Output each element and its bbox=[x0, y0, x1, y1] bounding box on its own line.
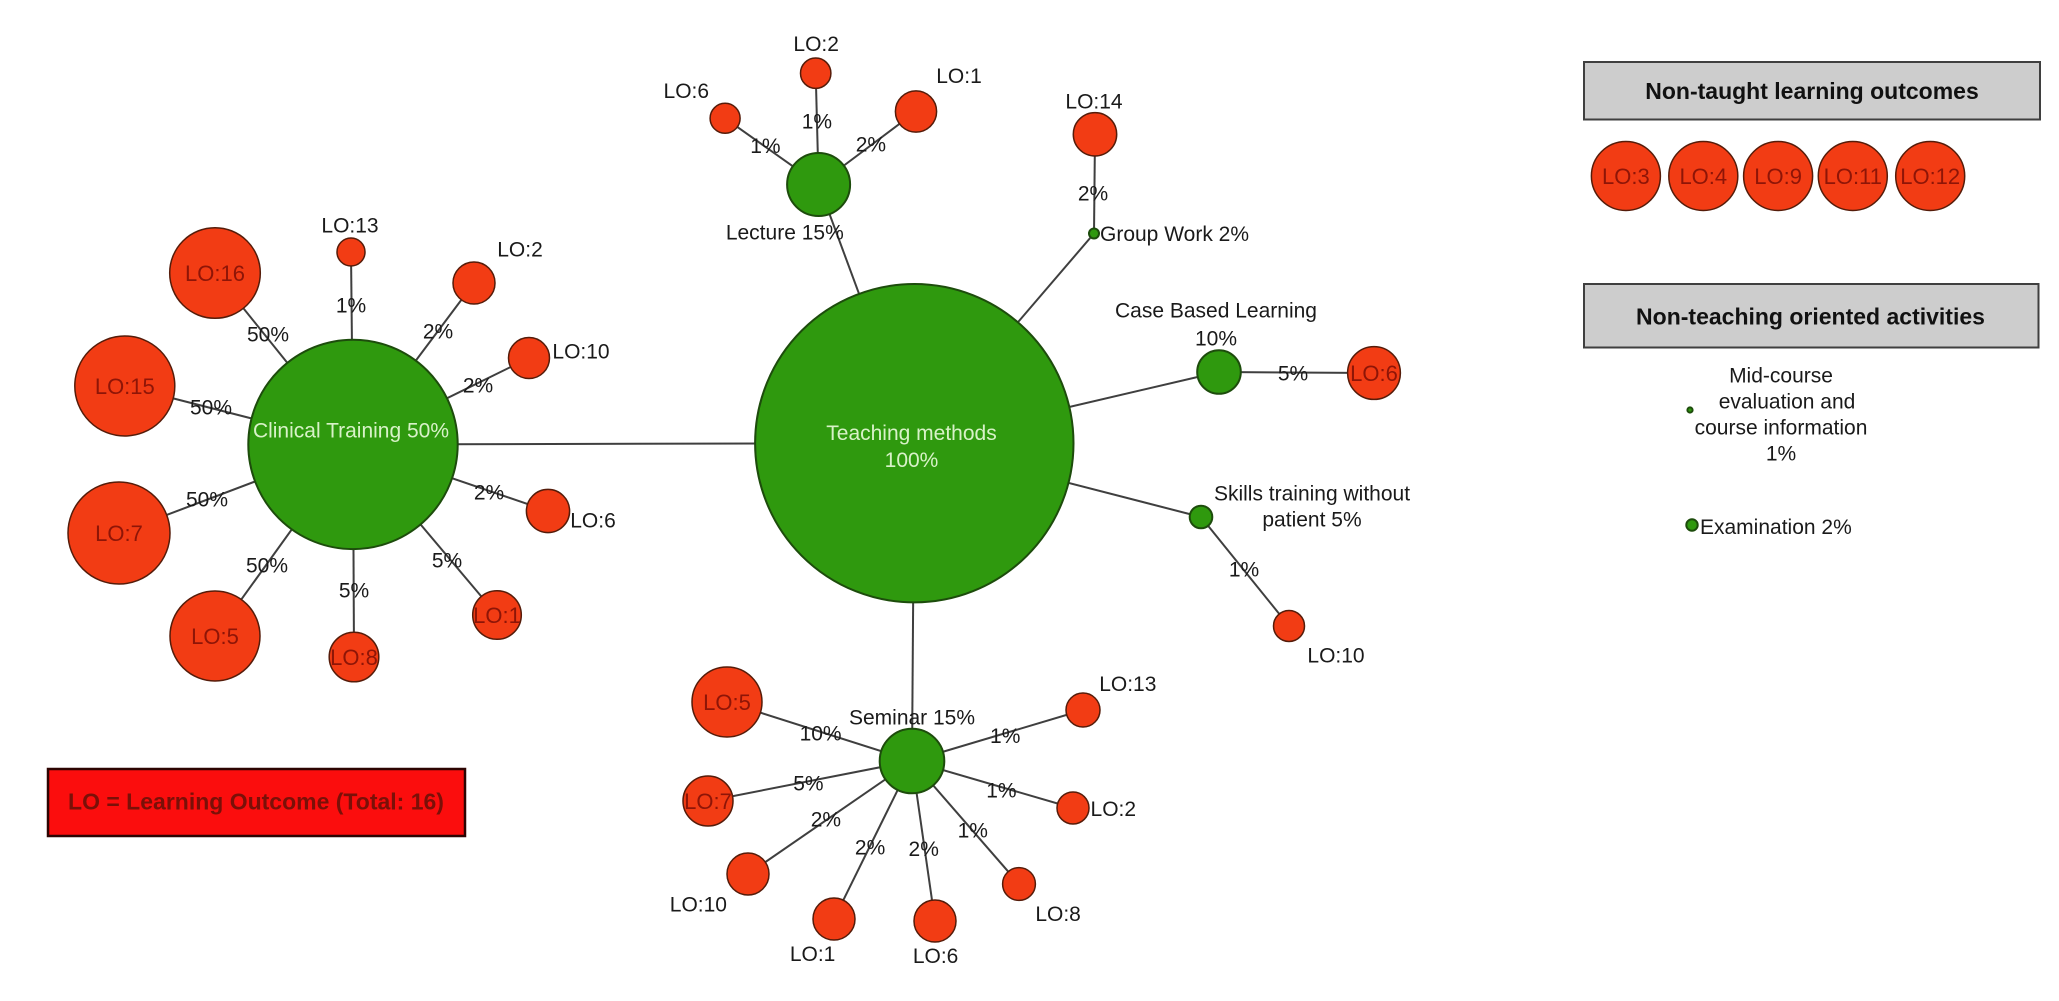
svg-text:50%: 50% bbox=[190, 397, 232, 420]
svg-text:2%: 2% bbox=[856, 133, 886, 156]
svg-text:Clinical Training 50%: Clinical Training 50% bbox=[253, 420, 449, 443]
svg-text:LO:12: LO:12 bbox=[1900, 164, 1960, 189]
svg-text:LO:5: LO:5 bbox=[191, 624, 239, 649]
svg-text:LO:14: LO:14 bbox=[1065, 90, 1123, 113]
svg-text:Mid-course: Mid-course bbox=[1729, 365, 1833, 388]
svg-text:Skills training without: Skills training without bbox=[1214, 483, 1410, 506]
svg-text:evaluation and: evaluation and bbox=[1719, 391, 1856, 414]
svg-text:2%: 2% bbox=[474, 482, 504, 505]
svg-text:2%: 2% bbox=[423, 321, 453, 344]
svg-text:LO:8: LO:8 bbox=[330, 645, 378, 670]
svg-text:LO:6: LO:6 bbox=[1350, 361, 1398, 386]
svg-text:Seminar 15%: Seminar 15% bbox=[849, 707, 975, 730]
svg-text:LO = Learning Outcome (Total:: LO = Learning Outcome (Total: 16) bbox=[68, 788, 444, 814]
svg-text:2%: 2% bbox=[463, 375, 493, 398]
svg-text:10%: 10% bbox=[1195, 328, 1237, 351]
svg-text:LO:13: LO:13 bbox=[321, 215, 378, 238]
svg-text:LO:6: LO:6 bbox=[913, 945, 959, 968]
svg-text:2%: 2% bbox=[811, 809, 841, 832]
svg-text:LO:7: LO:7 bbox=[95, 521, 143, 546]
svg-text:LO:1: LO:1 bbox=[473, 603, 521, 628]
svg-text:10%: 10% bbox=[800, 723, 842, 746]
svg-text:course information: course information bbox=[1695, 417, 1868, 440]
svg-text:LO:1: LO:1 bbox=[936, 65, 982, 88]
svg-text:LO:13: LO:13 bbox=[1099, 673, 1156, 696]
svg-text:LO:10: LO:10 bbox=[552, 341, 609, 364]
svg-text:100%: 100% bbox=[885, 449, 939, 472]
svg-text:LO:6: LO:6 bbox=[664, 80, 710, 103]
svg-text:50%: 50% bbox=[186, 489, 228, 512]
svg-text:LO:11: LO:11 bbox=[1824, 164, 1882, 189]
svg-text:5%: 5% bbox=[432, 550, 462, 573]
svg-text:Lecture 15%: Lecture 15% bbox=[726, 222, 844, 245]
svg-text:Teaching methods: Teaching methods bbox=[826, 422, 996, 445]
svg-text:1%: 1% bbox=[990, 725, 1020, 748]
svg-text:LO:6: LO:6 bbox=[570, 510, 616, 533]
svg-text:LO:1: LO:1 bbox=[790, 943, 836, 966]
svg-text:LO:4: LO:4 bbox=[1679, 164, 1727, 189]
svg-text:5%: 5% bbox=[793, 773, 823, 796]
svg-text:1%: 1% bbox=[958, 819, 988, 842]
svg-text:LO:16: LO:16 bbox=[185, 261, 245, 286]
svg-text:1%: 1% bbox=[750, 135, 780, 158]
svg-text:50%: 50% bbox=[246, 555, 288, 578]
svg-text:patient 5%: patient 5% bbox=[1262, 509, 1361, 532]
svg-text:1%: 1% bbox=[802, 111, 832, 134]
svg-text:LO:3: LO:3 bbox=[1602, 164, 1650, 189]
svg-text:LO:2: LO:2 bbox=[497, 239, 543, 262]
svg-text:Non-teaching oriented activiti: Non-teaching oriented activities bbox=[1636, 303, 1985, 329]
svg-text:1%: 1% bbox=[336, 295, 366, 318]
svg-text:Non-taught learning outcomes: Non-taught learning outcomes bbox=[1645, 78, 1979, 104]
svg-text:2%: 2% bbox=[909, 838, 939, 861]
svg-text:LO:5: LO:5 bbox=[703, 690, 751, 715]
svg-text:2%: 2% bbox=[855, 837, 885, 860]
svg-text:LO:15: LO:15 bbox=[95, 374, 155, 399]
svg-text:1%: 1% bbox=[1766, 443, 1796, 466]
svg-text:LO:10: LO:10 bbox=[1307, 645, 1364, 668]
svg-text:Group Work 2%: Group Work 2% bbox=[1100, 223, 1249, 246]
svg-text:LO:8: LO:8 bbox=[1035, 903, 1081, 926]
svg-text:LO:2: LO:2 bbox=[1091, 798, 1137, 821]
svg-text:1%: 1% bbox=[1229, 559, 1259, 582]
svg-text:50%: 50% bbox=[247, 324, 289, 347]
svg-text:1%: 1% bbox=[986, 779, 1016, 802]
svg-text:Case Based Learning: Case Based Learning bbox=[1115, 300, 1317, 323]
svg-text:5%: 5% bbox=[339, 580, 369, 603]
svg-text:Examination 2%: Examination 2% bbox=[1700, 516, 1852, 539]
svg-text:LO:2: LO:2 bbox=[793, 33, 839, 56]
svg-text:LO:7: LO:7 bbox=[684, 789, 732, 814]
svg-text:5%: 5% bbox=[1278, 363, 1308, 386]
svg-text:LO:10: LO:10 bbox=[670, 894, 727, 917]
svg-text:LO:9: LO:9 bbox=[1754, 164, 1802, 189]
svg-text:2%: 2% bbox=[1078, 183, 1108, 206]
